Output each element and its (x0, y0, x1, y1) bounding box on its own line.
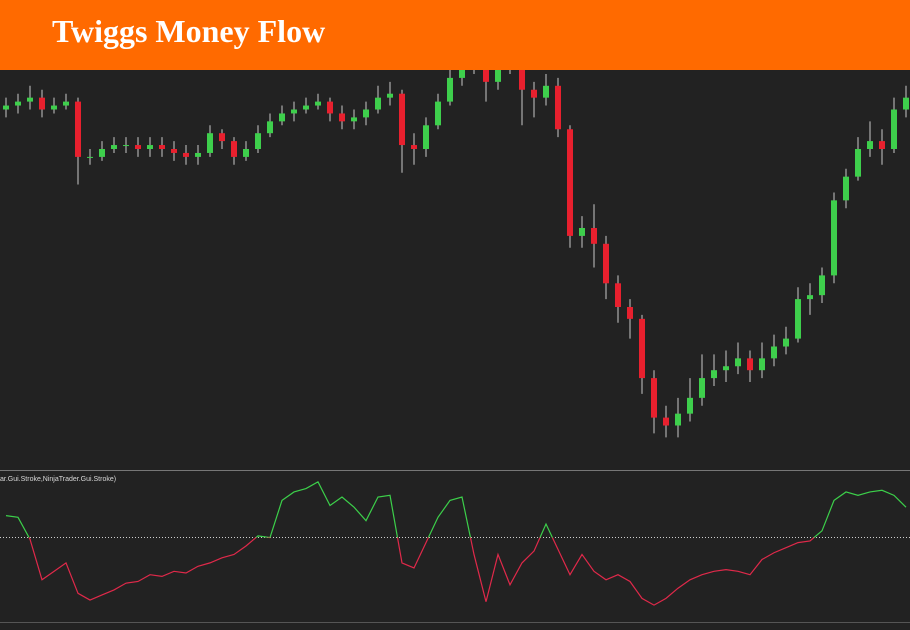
candle-body (447, 77, 453, 102)
candle-body (891, 109, 897, 149)
candle-body (279, 113, 285, 122)
header: Twiggs Money Flow (0, 0, 910, 70)
candle-body (531, 89, 537, 98)
candle-body (903, 97, 909, 110)
candle-body (867, 141, 873, 149)
candle-body (723, 366, 729, 371)
candle-body (99, 149, 105, 157)
candle-body (327, 101, 333, 114)
candle-body (747, 358, 753, 371)
candle-body (459, 70, 465, 78)
candle-body (495, 70, 501, 82)
candle-body (507, 62, 513, 66)
candle-body (351, 117, 357, 122)
candle-body (3, 105, 9, 110)
candle-body (303, 105, 309, 110)
candle-body (555, 85, 561, 130)
candle-body (783, 338, 789, 347)
candle-body (759, 358, 765, 371)
candle-body (819, 275, 825, 296)
candle-body (651, 378, 657, 418)
indicator-line-negative (28, 537, 815, 606)
candle-body (195, 152, 201, 157)
candle-body (699, 378, 705, 398)
candle-body (711, 370, 717, 379)
candle-body (387, 93, 393, 98)
candle-body (15, 101, 21, 106)
candle-body (687, 397, 693, 414)
candle-body (135, 145, 141, 149)
candle-body (147, 145, 153, 149)
candle-body (807, 295, 813, 300)
candle-body (471, 58, 477, 66)
candle-body (291, 109, 297, 114)
candle-body (243, 149, 249, 157)
candle-body (615, 283, 621, 307)
candle-body (51, 105, 57, 110)
candle-body (879, 141, 885, 149)
candle-body (171, 149, 177, 153)
candle-body (579, 228, 585, 236)
indicator-panel (0, 480, 910, 606)
candle-body (591, 228, 597, 244)
candle-body (795, 299, 801, 339)
candle-body (339, 113, 345, 122)
candle-body (267, 121, 273, 134)
candle-body (855, 149, 861, 177)
candle-body (231, 141, 237, 157)
candle-body (111, 145, 117, 149)
candle-body (27, 97, 33, 102)
candle-body (159, 145, 165, 149)
candle-body (771, 346, 777, 359)
candle-body (315, 101, 321, 106)
candle-body (423, 125, 429, 149)
candle-body (831, 200, 837, 276)
candle-body (255, 133, 261, 149)
candle-body (75, 101, 81, 157)
candle-body (375, 97, 381, 110)
candle-body (63, 101, 69, 106)
candle-body (627, 307, 633, 319)
candle-body (519, 70, 525, 90)
candle-body (183, 152, 189, 157)
candle-body (843, 176, 849, 201)
candle-body (567, 129, 573, 236)
candle-body (639, 318, 645, 379)
candle-body (735, 358, 741, 367)
price-panel (3, 58, 909, 438)
page-title: Twiggs Money Flow (52, 13, 326, 49)
candle-body (483, 70, 489, 82)
candle-body (399, 93, 405, 146)
candle-body (663, 417, 669, 426)
candle-body (207, 133, 213, 153)
candle-body (435, 101, 441, 126)
candle-body (603, 243, 609, 284)
candle-body (123, 145, 129, 147)
indicator-label: ar.Gui.Stroke,NinjaTrader.Gui.Stroke) (0, 476, 116, 483)
candle-body (543, 85, 549, 98)
candle-body (411, 145, 417, 149)
candle-body (39, 97, 45, 110)
indicator-line-positive (5, 480, 907, 538)
candle-body (87, 156, 93, 158)
candle-body (675, 413, 681, 426)
candle-body (363, 109, 369, 118)
candle-body (219, 133, 225, 142)
